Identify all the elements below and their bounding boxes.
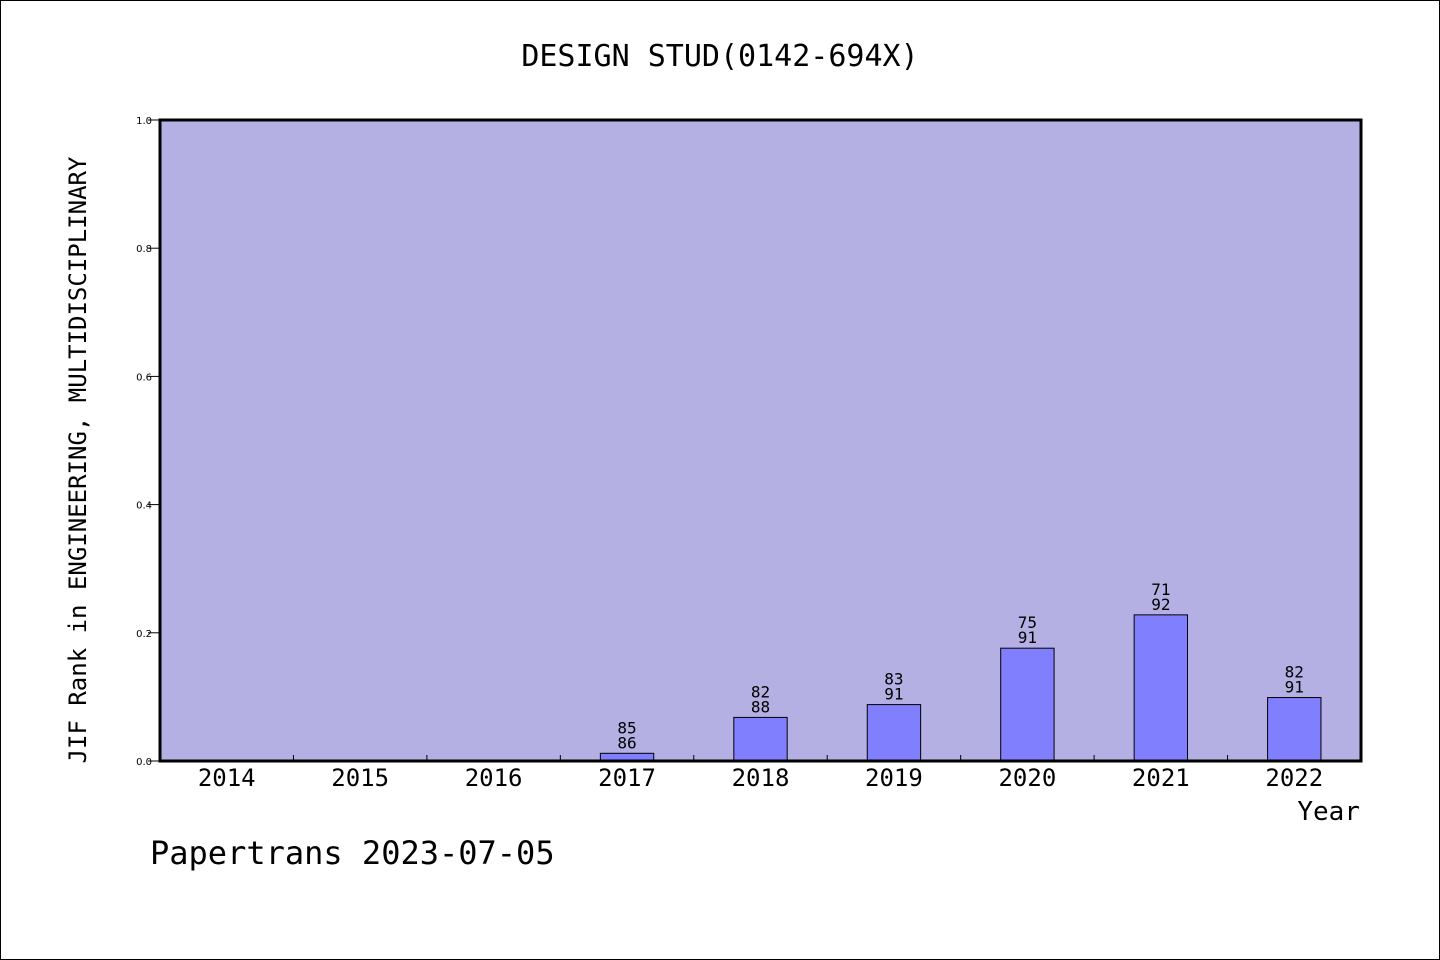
bar-label-rank: 82 xyxy=(1285,663,1304,682)
x-tick-label: 2017 xyxy=(598,764,656,792)
bar-2018 xyxy=(733,716,788,762)
x-tick-label: 2018 xyxy=(732,764,790,792)
y-tick-label: 0.4 xyxy=(136,501,152,512)
x-tick-label: 2015 xyxy=(331,764,389,792)
y-tick-label: 0.6 xyxy=(136,372,152,383)
bar-label-rank: 71 xyxy=(1151,580,1170,599)
plot-border xyxy=(158,118,1363,763)
y-tick-label: 0.0 xyxy=(136,757,152,768)
x-tick-label: 2014 xyxy=(198,764,256,792)
bar-2022 xyxy=(1267,697,1322,762)
bar-label-total: 86 xyxy=(617,733,636,752)
bar-label-total: 92 xyxy=(1151,595,1170,614)
bar-label-rank: 82 xyxy=(751,682,770,701)
bar-label-total: 88 xyxy=(751,697,770,716)
bar-label-total: 91 xyxy=(1285,678,1304,697)
y-axis-label: JIF Rank in ENGINEERING, MULTIDISCIPLINA… xyxy=(64,156,92,763)
bar-2020 xyxy=(1000,647,1055,762)
footer-text: Papertrans 2023-07-05 xyxy=(150,834,555,872)
bar-2019 xyxy=(866,704,922,762)
y-tick-label: 1.0 xyxy=(136,116,152,127)
bar-label-rank: 85 xyxy=(617,718,636,737)
bars-group xyxy=(599,614,1322,762)
bar-label-total: 91 xyxy=(1018,628,1037,647)
bar-2021 xyxy=(1133,614,1189,762)
bar-label-rank: 83 xyxy=(884,670,903,689)
chart-title: DESIGN STUD(0142-694X) xyxy=(521,39,918,74)
x-axis-label: Year xyxy=(1297,797,1360,827)
x-tick-label: 2020 xyxy=(998,764,1056,792)
x-tick-label: 2022 xyxy=(1265,764,1323,792)
x-tick-label: 2021 xyxy=(1132,764,1190,792)
x-axis: 2014 2015 2016 2017 2018 2019 2020 2021 2022 xyxy=(198,755,1323,792)
x-tick-label: 2019 xyxy=(865,764,923,792)
x-tick-label: 2016 xyxy=(465,764,523,792)
bar-label-total: 91 xyxy=(884,685,903,704)
y-tick-label: 0.2 xyxy=(136,629,152,640)
y-tick-label: 0.8 xyxy=(136,244,152,255)
y-axis: 0.0 0.2 0.4 0.6 0.8 1.0 xyxy=(136,116,160,768)
bar-label-rank: 75 xyxy=(1018,613,1037,632)
